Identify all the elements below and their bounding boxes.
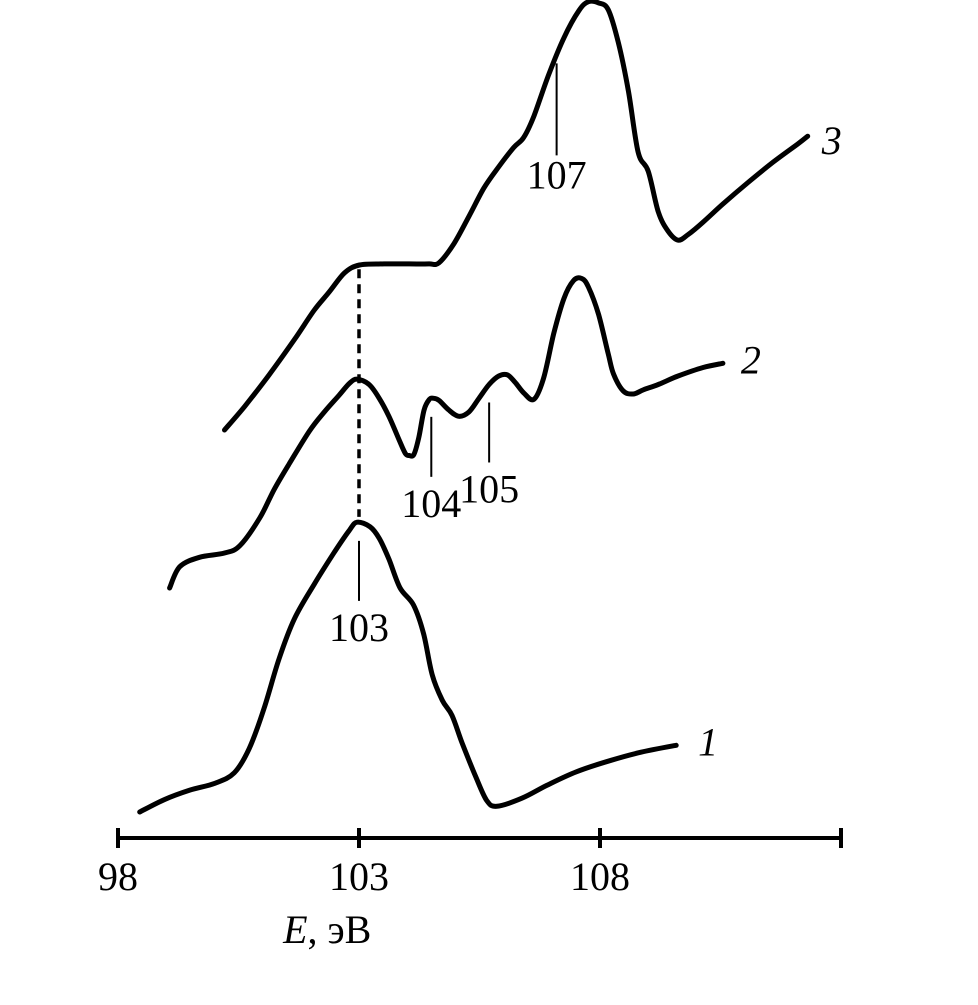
series-3-line — [222, 0, 811, 433]
x-axis: 98 103 108 E, эВ — [98, 828, 843, 952]
x-axis-title-symbol: E — [282, 907, 307, 952]
peak-label-107: 107 — [527, 152, 587, 197]
series-1-label: 1 — [698, 719, 718, 764]
peak-label-104: 104 — [401, 481, 461, 526]
x-tick-label-108: 108 — [570, 854, 630, 899]
curve-number-labels: 1 2 3 — [698, 118, 842, 764]
x-axis-tick-labels: 98 103 108 — [98, 854, 630, 899]
series-1-line — [137, 519, 679, 815]
x-axis-title: E, эВ — [282, 907, 371, 952]
series-2-label: 2 — [741, 337, 761, 382]
peak-label-105: 105 — [459, 466, 519, 511]
spectrum-curves — [137, 0, 811, 815]
series-2-line — [167, 275, 726, 591]
x-axis-title-unit: , эВ — [308, 907, 372, 952]
x-tick-label-103: 103 — [329, 854, 389, 899]
series-3-label: 3 — [821, 118, 842, 163]
x-axis-ticks — [116, 828, 843, 848]
peak-label-103: 103 — [329, 605, 389, 650]
x-tick-label-98: 98 — [98, 854, 138, 899]
